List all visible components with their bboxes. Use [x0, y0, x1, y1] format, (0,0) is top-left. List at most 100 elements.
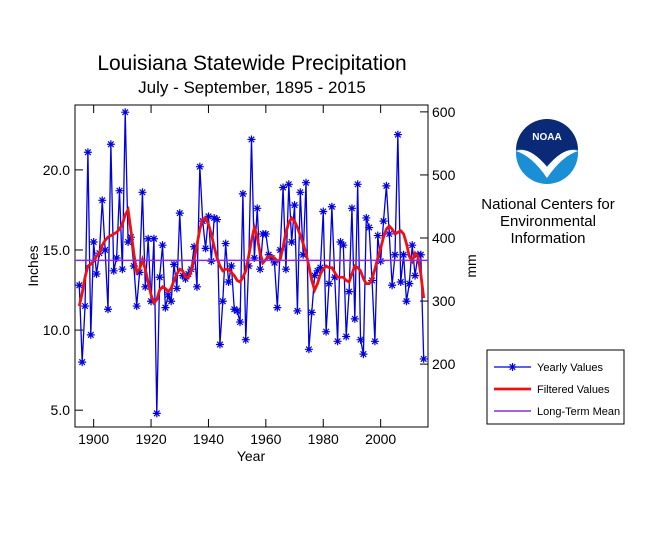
data-point [161, 303, 170, 312]
data-point [330, 273, 339, 282]
data-point [416, 250, 425, 259]
data-point [376, 257, 385, 266]
data-point [350, 314, 359, 323]
data-point [164, 290, 173, 299]
data-point [178, 271, 187, 280]
data-point [218, 297, 227, 306]
data-point [247, 135, 256, 144]
data-point [112, 253, 121, 262]
data-point [135, 268, 144, 277]
data-point [299, 250, 308, 259]
data-point [83, 148, 92, 157]
x-tick-label: 1900 [78, 431, 109, 447]
legend-label: Long-Term Mean [537, 406, 620, 418]
data-point [399, 250, 408, 259]
data-point [324, 279, 333, 288]
data-point [121, 108, 130, 117]
series-line [77, 205, 426, 307]
data-point [227, 262, 236, 270]
y2-tick-label: 300 [432, 293, 456, 309]
data-point [408, 241, 417, 250]
series-line [78, 112, 425, 414]
data-point [385, 229, 394, 238]
data-point [129, 262, 138, 270]
data-point [373, 231, 382, 240]
data-point [370, 337, 379, 346]
data-point [75, 281, 84, 290]
x-tick-label: 1920 [135, 431, 166, 447]
logo-text: NOAA [532, 132, 561, 143]
data-point [333, 337, 342, 346]
data-point [244, 262, 253, 270]
data-point [261, 229, 270, 238]
data-point [170, 260, 179, 269]
logo-bird [516, 150, 578, 178]
data-point [322, 327, 331, 336]
data-point [290, 201, 299, 210]
data-point [319, 207, 328, 216]
data-point [152, 409, 161, 418]
data-point [124, 237, 133, 246]
data-point [167, 297, 176, 306]
data-point [172, 284, 181, 293]
data-point [296, 188, 305, 197]
data-point [281, 265, 290, 274]
data-point [253, 204, 262, 213]
data-point [359, 350, 368, 359]
y-axis-label: Inches [25, 245, 41, 286]
data-point [284, 180, 293, 189]
data-point [138, 188, 147, 197]
data-point [238, 189, 247, 198]
data-point [192, 282, 201, 291]
noaa-logo: NOAA [516, 119, 578, 184]
data-point [92, 270, 101, 279]
data-point [388, 281, 397, 290]
data-point [213, 215, 222, 224]
logo-caption: National Centers for [481, 196, 614, 213]
y2-tick-label: 500 [432, 167, 456, 183]
legend-label: Filtered Values [537, 384, 610, 396]
data-point [181, 274, 190, 283]
data-point [106, 140, 115, 149]
y-tick-label: 10.0 [43, 322, 70, 338]
logo-top [516, 119, 578, 166]
data-point [89, 237, 98, 246]
y-tick-label: 20.0 [43, 162, 70, 178]
data-point [293, 306, 302, 315]
data-point [302, 178, 311, 187]
data-point [342, 332, 351, 341]
data-point [210, 213, 219, 222]
data-point [365, 223, 374, 232]
data-point [81, 302, 90, 311]
data-point [132, 302, 141, 311]
x-axis-label: Year [237, 448, 266, 464]
data-point [233, 306, 242, 315]
data-point [98, 196, 107, 205]
data-point [411, 271, 420, 280]
data-point [310, 271, 319, 280]
x-tick-label: 1940 [193, 431, 224, 447]
data-point [101, 245, 110, 254]
data-point [78, 358, 87, 367]
data-point [270, 258, 279, 267]
data-point [356, 335, 365, 344]
y2-tick-label: 200 [432, 356, 456, 372]
legend-marker [508, 363, 517, 371]
data-point [419, 354, 428, 363]
chart-subtitle: July - September, 1895 - 2015 [138, 78, 366, 97]
data-point [327, 202, 336, 211]
legend-label: Yearly Values [537, 362, 604, 374]
data-point [147, 297, 156, 306]
x-tick-label: 1960 [250, 431, 281, 447]
data-point [313, 266, 322, 275]
data-point [287, 237, 296, 246]
data-point [241, 335, 250, 344]
data-point [175, 209, 184, 218]
data-point [221, 239, 230, 248]
data-point [396, 278, 405, 287]
data-point [250, 253, 259, 262]
data-point [201, 244, 210, 253]
plot-frame [74, 104, 429, 428]
data-point [118, 265, 127, 274]
